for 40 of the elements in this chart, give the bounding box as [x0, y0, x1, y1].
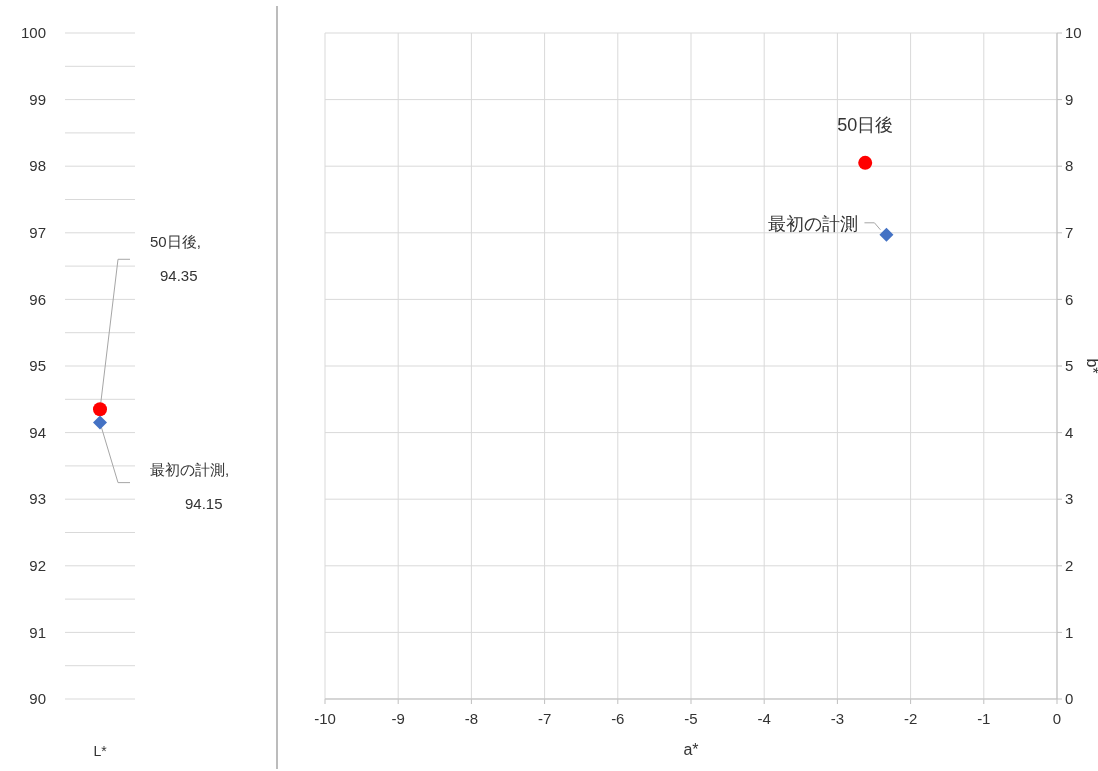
- x-tick-label: -6: [611, 710, 625, 727]
- y-tick-label: 2: [1065, 557, 1074, 575]
- x-tick-label: -4: [757, 710, 771, 727]
- y-tick-label: 0: [1065, 690, 1074, 708]
- y-tick-label: 9: [1065, 90, 1074, 108]
- x-tick-label: 0: [1052, 710, 1062, 727]
- y-tick-label: 96: [29, 290, 46, 308]
- y-tick-label: 3: [1065, 490, 1074, 508]
- x-tick-label: -3: [830, 710, 845, 727]
- x-tick-label: -1: [977, 710, 991, 727]
- y-tick-label: 5: [1065, 357, 1074, 375]
- y-tick-label: 1: [1065, 623, 1074, 641]
- series-label: 50日後: [837, 114, 894, 135]
- y-tick-label: 6: [1065, 290, 1074, 308]
- y-tick-label: 90: [29, 690, 46, 708]
- x-tick-label: -2: [903, 710, 918, 727]
- y-tick-label: 91: [29, 623, 46, 641]
- x-tick-label: -5: [684, 710, 698, 727]
- x-tick-label: -8: [464, 710, 479, 727]
- y-tick-label: 8: [1065, 157, 1074, 175]
- y-tick-label: 4: [1065, 423, 1074, 441]
- y-tick-label: 98: [29, 157, 46, 175]
- x-tick-label: L*: [93, 743, 108, 759]
- y-tick-label: 95: [29, 357, 46, 375]
- x-tick-label: -9: [391, 710, 405, 727]
- text: 50日後, 94.35: [150, 233, 201, 285]
- y-tick-label: 10: [1065, 24, 1082, 42]
- y-tick-label: 94: [29, 423, 46, 441]
- y-axis-title: b*: [1084, 358, 1098, 374]
- y-tick-label: 99: [29, 90, 46, 108]
- y-tick-label: 92: [29, 557, 46, 575]
- y-tick-label: 7: [1065, 224, 1074, 242]
- series-label: 最初の計測: [768, 213, 859, 234]
- x-axis-title: a*: [683, 741, 699, 758]
- x-tick-label: -7: [537, 710, 552, 727]
- y-tick-label: 97: [29, 224, 46, 242]
- y-tick-label: 93: [29, 490, 46, 508]
- text: 最初の計測, 94.15: [150, 460, 230, 512]
- y-tick-label: 100: [20, 24, 46, 42]
- x-tick-label: -10: [314, 710, 336, 727]
